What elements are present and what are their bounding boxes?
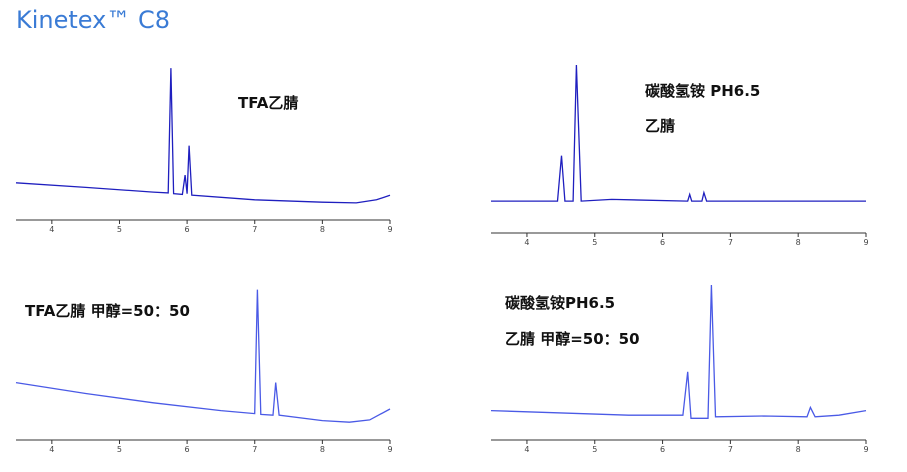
x-tick-label: 4: [49, 445, 54, 454]
x-tick-label: 7: [252, 445, 257, 454]
x-tick-label: 9: [387, 445, 392, 454]
x-tick-label: 6: [660, 445, 665, 454]
trace: [490, 284, 867, 419]
trace: [15, 68, 391, 204]
x-tick-label: 4: [49, 225, 54, 234]
x-tick-label: 7: [728, 238, 733, 247]
annotation: TFA乙腈: [238, 94, 298, 112]
x-tick-label: 9: [387, 225, 392, 234]
x-tick-label: 5: [592, 238, 597, 247]
x-tick-label: 6: [660, 238, 665, 247]
x-tick-label: 7: [252, 225, 257, 234]
x-tick-label: 6: [185, 225, 190, 234]
x-tick-label: 8: [796, 445, 801, 454]
x-tick-label: 5: [117, 445, 122, 454]
annotation: 乙腈 甲醇=50：50: [505, 330, 640, 348]
x-tick-label: 9: [863, 238, 868, 247]
x-tick-label: 9: [863, 445, 868, 454]
annotation: 碳酸氢铵 PH6.5: [645, 82, 760, 100]
x-tick-label: 6: [185, 445, 190, 454]
annotation: 乙腈: [645, 117, 675, 135]
x-tick-label: 4: [524, 238, 529, 247]
x-tick-label: 8: [796, 238, 801, 247]
x-tick-label: 8: [320, 445, 325, 454]
page-title: Kinetex™ C8: [16, 6, 170, 34]
x-tick-label: 5: [117, 225, 122, 234]
x-tick-label: 4: [524, 445, 529, 454]
trace: [491, 64, 866, 202]
x-tick-label: 8: [320, 225, 325, 234]
x-tick-label: 7: [728, 445, 733, 454]
x-tick-label: 5: [592, 445, 597, 454]
trace: [15, 289, 391, 423]
annotation: 碳酸氢铵PH6.5: [505, 294, 615, 312]
annotation: TFA乙腈 甲醇=50：50: [25, 302, 190, 320]
